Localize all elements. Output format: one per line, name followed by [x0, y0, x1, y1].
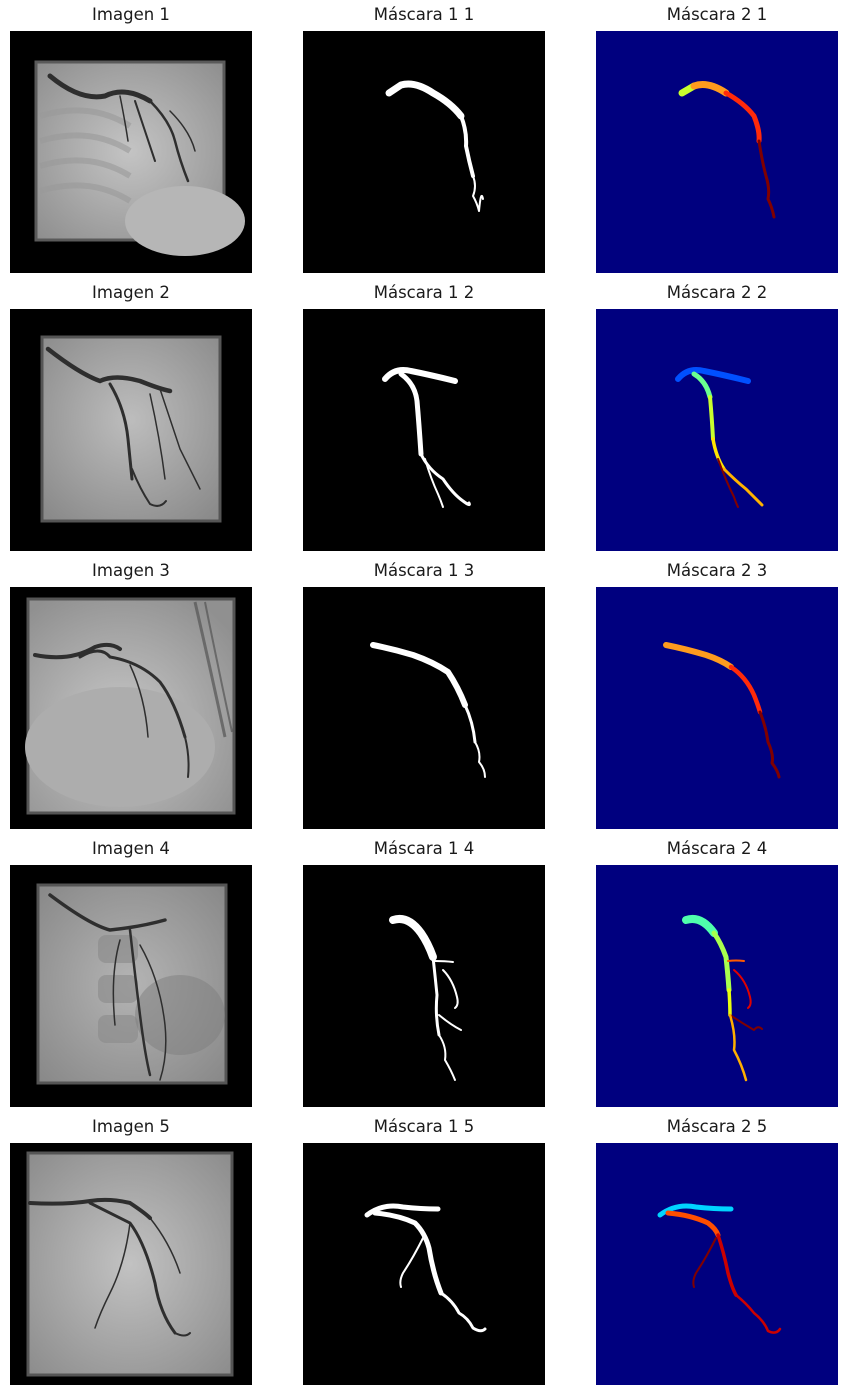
segment-mask-1	[596, 31, 838, 273]
binary-mask-1	[303, 31, 545, 273]
angiogram-image-3	[10, 587, 252, 829]
angiogram-image-4	[10, 865, 252, 1107]
mask2-title-1: Máscara 2 1	[666, 5, 768, 24]
mask1-title-3: Máscara 1 3	[373, 561, 475, 580]
mask1-title-4: Máscara 1 4	[373, 839, 475, 858]
image-title-3: Imagen 3	[92, 561, 170, 580]
binary-mask-4	[303, 865, 545, 1107]
mask1-title-2: Máscara 1 2	[373, 283, 475, 302]
mask1-title-1: Máscara 1 1	[373, 5, 475, 24]
angiogram-image-5	[10, 1143, 252, 1385]
segment-mask-5	[596, 1143, 838, 1385]
mask2-title-5: Máscara 2 5	[666, 1117, 768, 1136]
mask2-title-3: Máscara 2 3	[666, 561, 768, 580]
binary-mask-3	[303, 587, 545, 829]
angiogram-image-1	[10, 31, 252, 273]
mask1-title-5: Máscara 1 5	[373, 1117, 475, 1136]
image-title-4: Imagen 4	[92, 839, 170, 858]
angiogram-image-2	[10, 309, 252, 551]
image-title-5: Imagen 5	[92, 1117, 170, 1136]
binary-mask-5	[303, 1143, 545, 1385]
segment-mask-3	[596, 587, 838, 829]
mask2-title-2: Máscara 2 2	[666, 283, 768, 302]
image-title-1: Imagen 1	[92, 5, 170, 24]
binary-mask-2	[303, 309, 545, 551]
mask2-title-4: Máscara 2 4	[666, 839, 768, 858]
image-title-2: Imagen 2	[92, 283, 170, 302]
segment-mask-4	[596, 865, 838, 1107]
segment-mask-2	[596, 309, 838, 551]
